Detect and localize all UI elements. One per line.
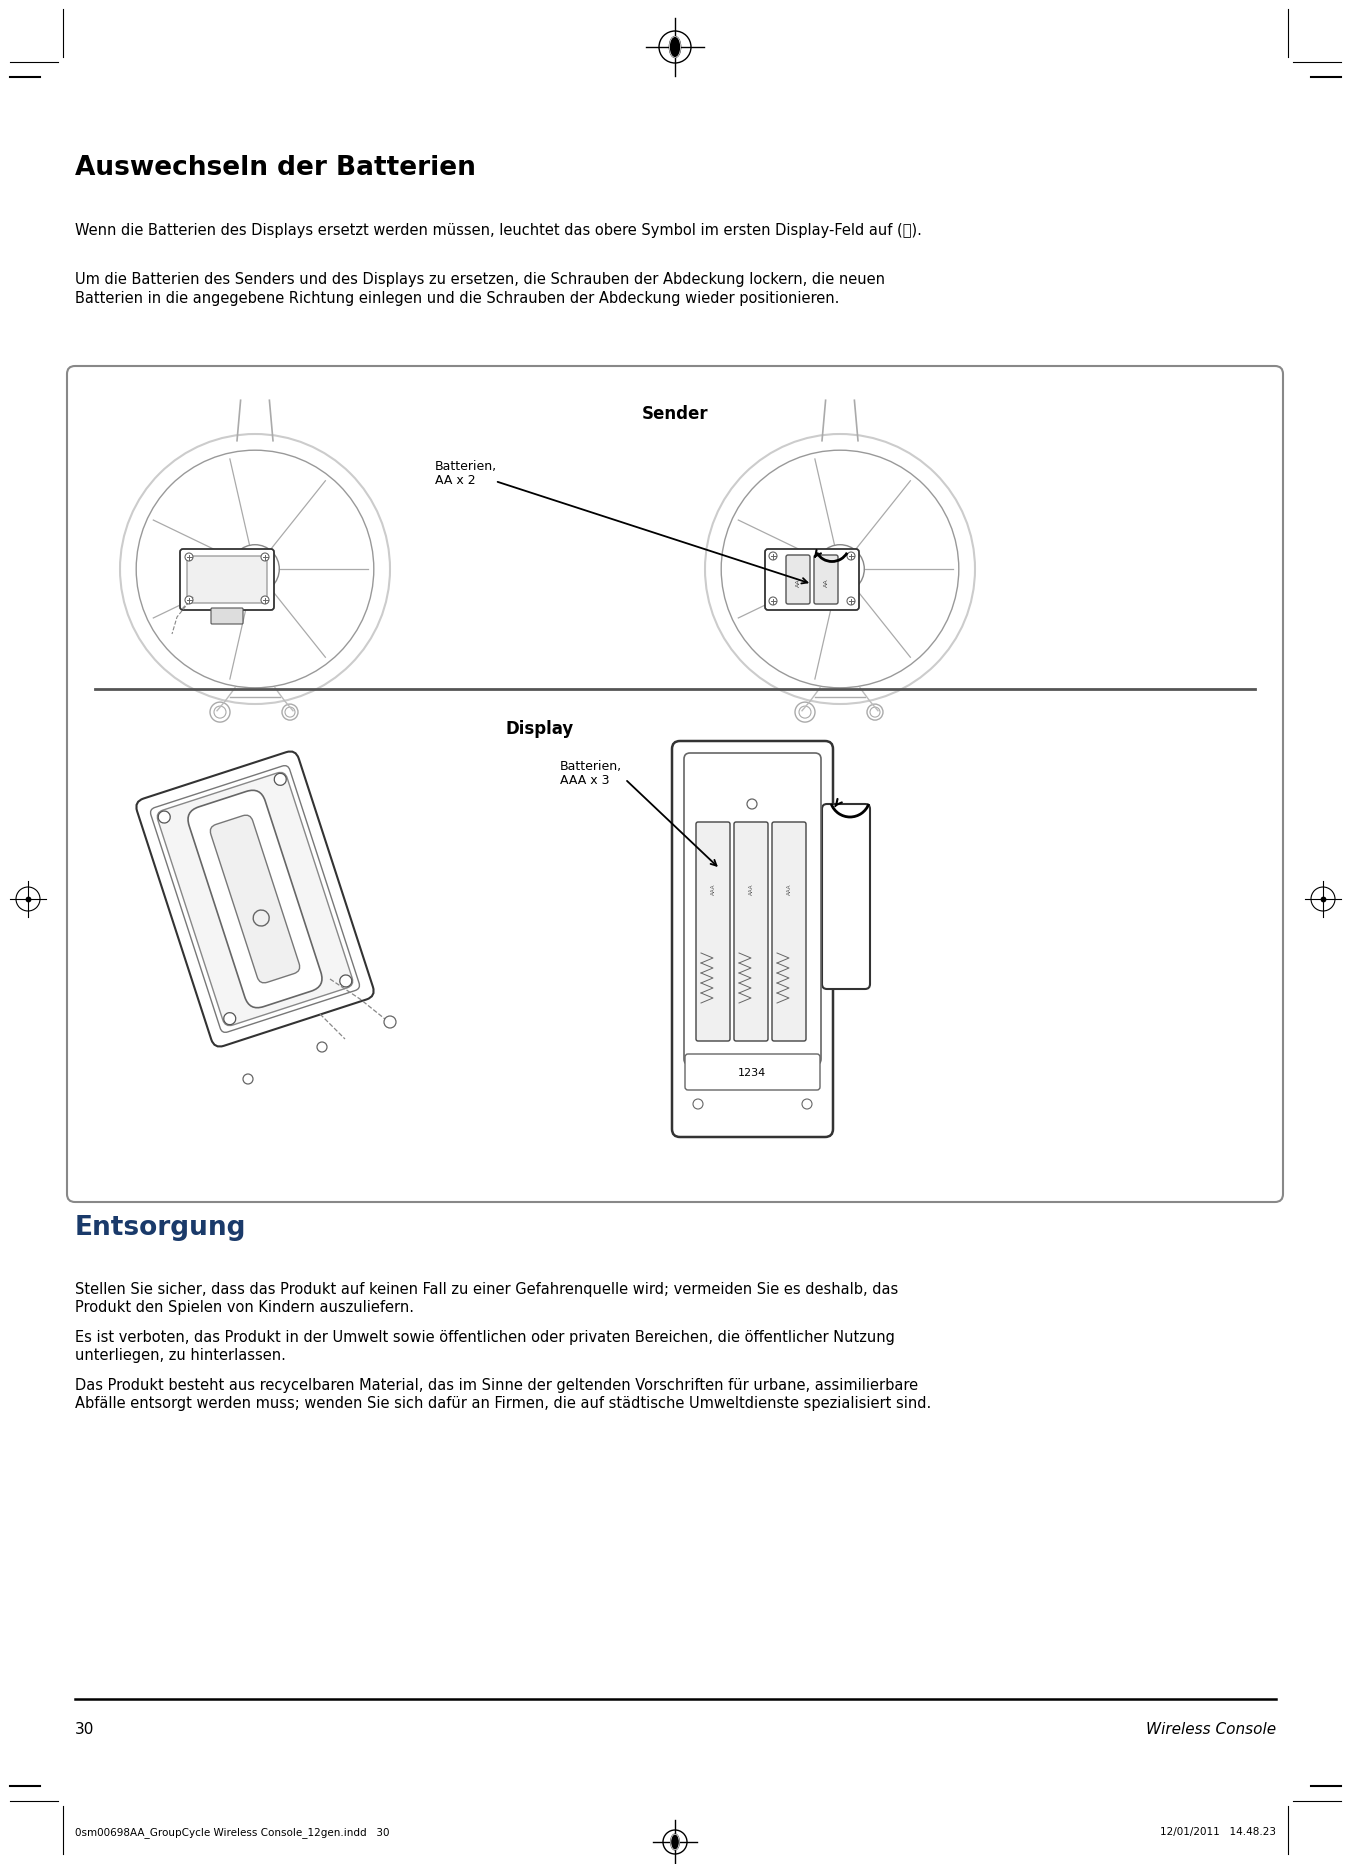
FancyBboxPatch shape [771, 822, 807, 1042]
Circle shape [158, 811, 170, 824]
Circle shape [769, 598, 777, 606]
FancyBboxPatch shape [211, 816, 300, 984]
FancyBboxPatch shape [765, 550, 859, 611]
Text: AAA x 3: AAA x 3 [561, 774, 609, 787]
Circle shape [261, 596, 269, 604]
FancyBboxPatch shape [786, 555, 811, 604]
Circle shape [339, 975, 351, 988]
Circle shape [224, 1014, 235, 1025]
Text: Abfälle entsorgt werden muss; wenden Sie sich dafür an Firmen, die auf städtisch: Abfälle entsorgt werden muss; wenden Sie… [76, 1396, 931, 1411]
FancyBboxPatch shape [150, 766, 359, 1033]
FancyBboxPatch shape [186, 557, 267, 604]
Text: AA x 2: AA x 2 [435, 473, 476, 487]
Circle shape [769, 554, 777, 561]
Text: 0sm00698AA_GroupCycle Wireless Console_12gen.indd   30: 0sm00698AA_GroupCycle Wireless Console_1… [76, 1827, 389, 1836]
Text: AAA: AAA [748, 884, 754, 895]
Circle shape [185, 596, 193, 604]
Circle shape [847, 554, 855, 561]
FancyBboxPatch shape [696, 822, 730, 1042]
Text: Entsorgung: Entsorgung [76, 1213, 246, 1240]
FancyBboxPatch shape [211, 610, 243, 624]
Circle shape [185, 554, 193, 561]
Text: 30: 30 [76, 1720, 95, 1735]
FancyBboxPatch shape [157, 774, 353, 1025]
Text: Batterien,: Batterien, [561, 761, 621, 772]
FancyBboxPatch shape [734, 822, 767, 1042]
Text: Display: Display [505, 720, 574, 738]
FancyBboxPatch shape [136, 751, 374, 1048]
FancyBboxPatch shape [68, 367, 1283, 1202]
Text: AAA: AAA [786, 884, 792, 895]
Circle shape [261, 554, 269, 561]
Text: Batterien in die angegebene Richtung einlegen und die Schrauben der Abdeckung wi: Batterien in die angegebene Richtung ein… [76, 291, 839, 306]
Text: Produkt den Spielen von Kindern auszuliefern.: Produkt den Spielen von Kindern auszulie… [76, 1299, 413, 1314]
Text: 1234: 1234 [738, 1068, 766, 1077]
FancyBboxPatch shape [188, 790, 322, 1008]
Text: Stellen Sie sicher, dass das Produkt auf keinen Fall zu einer Gefahrenquelle wir: Stellen Sie sicher, dass das Produkt auf… [76, 1281, 898, 1295]
Text: Wireless Console: Wireless Console [1146, 1720, 1275, 1735]
Text: Sender: Sender [642, 404, 708, 423]
Ellipse shape [671, 1834, 680, 1849]
Text: Um die Batterien des Senders und des Displays zu ersetzen, die Schrauben der Abd: Um die Batterien des Senders und des Dis… [76, 272, 885, 287]
Text: Das Produkt besteht aus recycelbaren Material, das im Sinne der geltenden Vorsch: Das Produkt besteht aus recycelbaren Mat… [76, 1377, 919, 1392]
Text: 12/01/2011   14.48.23: 12/01/2011 14.48.23 [1161, 1827, 1275, 1836]
Text: AA: AA [796, 578, 801, 587]
FancyBboxPatch shape [815, 555, 838, 604]
Text: AA: AA [824, 578, 828, 587]
FancyBboxPatch shape [685, 1055, 820, 1090]
Ellipse shape [669, 37, 681, 58]
Text: AAA: AAA [711, 884, 716, 895]
FancyBboxPatch shape [821, 805, 870, 990]
FancyBboxPatch shape [671, 742, 834, 1137]
Text: Wenn die Batterien des Displays ersetzt werden müssen, leuchtet das obere Symbol: Wenn die Batterien des Displays ersetzt … [76, 224, 921, 239]
Circle shape [847, 598, 855, 606]
Text: Es ist verboten, das Produkt in der Umwelt sowie öffentlichen oder privaten Bere: Es ist verboten, das Produkt in der Umwe… [76, 1329, 894, 1344]
Circle shape [274, 774, 286, 787]
Text: unterliegen, zu hinterlassen.: unterliegen, zu hinterlassen. [76, 1348, 286, 1363]
FancyBboxPatch shape [684, 753, 821, 1066]
FancyBboxPatch shape [180, 550, 274, 611]
Text: Batterien,: Batterien, [435, 460, 497, 473]
Text: Auswechseln der Batterien: Auswechseln der Batterien [76, 155, 476, 181]
